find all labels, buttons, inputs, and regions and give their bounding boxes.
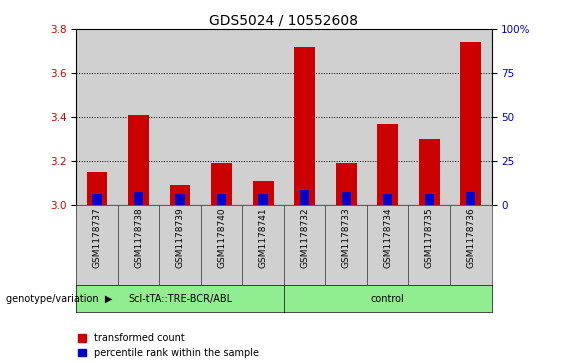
Bar (86, 172, 107, 205)
Bar (159, 29, 201, 205)
Bar (128, 115, 149, 205)
Bar (383, 194, 393, 205)
Bar (170, 185, 190, 205)
Bar (408, 29, 450, 205)
Bar (341, 192, 351, 205)
Text: Scl-tTA::TRE-BCR/ABL: Scl-tTA::TRE-BCR/ABL (128, 294, 232, 303)
Text: GSM1178738: GSM1178738 (134, 208, 143, 268)
Text: control: control (371, 294, 405, 303)
Bar (325, 29, 367, 205)
Text: GSM1178736: GSM1178736 (466, 208, 475, 268)
Bar (253, 181, 273, 205)
Bar (134, 192, 144, 205)
Text: GSM1178735: GSM1178735 (425, 208, 434, 268)
Bar (294, 47, 315, 205)
Bar (450, 29, 492, 205)
Bar (175, 194, 185, 205)
Text: GSM1178741: GSM1178741 (259, 208, 268, 268)
Text: genotype/variation  ▶: genotype/variation ▶ (6, 294, 112, 303)
Bar (336, 163, 357, 205)
Bar (419, 139, 440, 205)
Bar (92, 194, 102, 205)
Text: GSM1178737: GSM1178737 (93, 208, 102, 268)
Text: GSM1178739: GSM1178739 (176, 208, 185, 268)
Bar (211, 163, 232, 205)
Bar (466, 192, 476, 205)
Bar (300, 190, 310, 205)
Bar (284, 29, 325, 205)
Bar (367, 29, 408, 205)
Text: GSM1178732: GSM1178732 (300, 208, 309, 268)
Bar (460, 42, 481, 205)
Text: GSM1178733: GSM1178733 (342, 208, 351, 268)
Bar (118, 29, 159, 205)
Text: GSM1178734: GSM1178734 (383, 208, 392, 268)
Legend: transformed count, percentile rank within the sample: transformed count, percentile rank withi… (79, 333, 259, 358)
Bar (258, 194, 268, 205)
Bar (242, 29, 284, 205)
Bar (201, 29, 242, 205)
Bar (217, 194, 227, 205)
Title: GDS5024 / 10552608: GDS5024 / 10552608 (210, 14, 358, 28)
Bar (76, 29, 118, 205)
Bar (377, 124, 398, 205)
Bar (424, 194, 434, 205)
Text: GSM1178740: GSM1178740 (217, 208, 226, 268)
